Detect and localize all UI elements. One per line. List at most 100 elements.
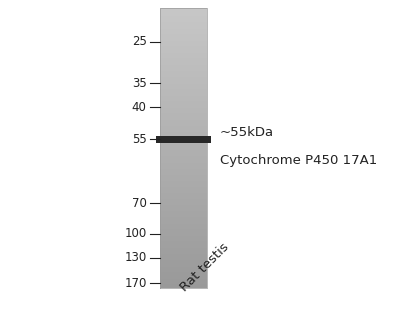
Bar (160, 152, 207, 153)
Bar (160, 148, 207, 149)
Bar (160, 189, 207, 190)
Bar (160, 80, 207, 81)
Text: Rat testis: Rat testis (178, 241, 232, 294)
Bar (160, 209, 207, 210)
Bar (160, 272, 207, 273)
Bar (160, 286, 207, 287)
Bar (160, 101, 207, 102)
Bar (160, 92, 207, 93)
Bar (160, 207, 207, 208)
Bar (160, 36, 207, 37)
Bar (160, 258, 207, 259)
Bar (160, 247, 207, 248)
Bar (160, 13, 207, 14)
Bar (160, 225, 207, 226)
Bar (160, 133, 207, 134)
Bar (160, 170, 207, 171)
Bar (160, 42, 207, 43)
Bar (160, 188, 207, 189)
Bar (160, 230, 207, 231)
Bar (160, 276, 207, 277)
Bar (160, 72, 207, 73)
Bar (160, 195, 207, 196)
Bar (160, 283, 207, 284)
Bar (160, 51, 207, 52)
Bar (160, 78, 207, 79)
Bar (160, 129, 207, 130)
Bar (160, 174, 207, 175)
Bar (160, 185, 207, 186)
Bar (160, 32, 207, 33)
Bar (160, 260, 207, 261)
Bar (160, 96, 207, 97)
Bar (160, 285, 207, 286)
Bar (160, 104, 207, 105)
Bar (160, 237, 207, 238)
Bar (160, 89, 207, 90)
Bar (160, 75, 207, 76)
Bar (160, 161, 207, 162)
Bar (160, 153, 207, 154)
Bar (160, 127, 207, 128)
Bar (160, 242, 207, 243)
Bar (160, 138, 207, 139)
Bar (160, 139, 207, 140)
Bar (160, 255, 207, 256)
Bar (160, 59, 207, 60)
Bar (160, 204, 207, 205)
Bar (160, 25, 207, 26)
Bar (160, 169, 207, 170)
Bar (160, 181, 207, 182)
Bar (160, 236, 207, 237)
Bar (160, 203, 207, 204)
Bar (160, 287, 207, 288)
Bar (160, 211, 207, 212)
Bar (160, 245, 207, 246)
Bar (160, 57, 207, 58)
Bar (160, 248, 207, 249)
Text: 35: 35 (132, 77, 147, 90)
Bar (160, 238, 207, 239)
Bar (160, 180, 207, 181)
Bar (160, 263, 207, 264)
Text: 100: 100 (124, 227, 147, 240)
Bar (160, 55, 207, 56)
Text: 40: 40 (132, 101, 147, 114)
Bar (160, 134, 207, 135)
Bar (160, 257, 207, 258)
Bar (160, 284, 207, 285)
Bar (160, 228, 207, 229)
Bar (160, 196, 207, 197)
Bar (160, 178, 207, 179)
Bar (160, 43, 207, 44)
Bar (160, 240, 207, 241)
Bar (160, 156, 207, 157)
Bar (160, 37, 207, 38)
Bar (160, 256, 207, 257)
Bar (160, 100, 207, 101)
Bar (160, 197, 207, 198)
Bar (160, 66, 207, 67)
Bar (160, 220, 207, 221)
Text: Cytochrome P450 17A1: Cytochrome P450 17A1 (220, 154, 377, 166)
Bar (160, 141, 207, 142)
Bar (160, 39, 207, 40)
Bar (160, 212, 207, 213)
Bar (160, 179, 207, 180)
Bar (160, 20, 207, 21)
Bar (160, 223, 207, 224)
Bar (160, 76, 207, 77)
Bar (160, 144, 207, 145)
Bar (160, 158, 207, 159)
Bar (160, 63, 207, 64)
Bar (160, 65, 207, 66)
Bar (160, 234, 207, 235)
Bar (160, 119, 207, 120)
Bar (160, 110, 207, 111)
Bar (160, 60, 207, 61)
Bar (160, 73, 207, 74)
Text: 70: 70 (132, 197, 147, 210)
Bar (160, 250, 207, 251)
Bar (160, 115, 207, 116)
Bar (160, 208, 207, 209)
